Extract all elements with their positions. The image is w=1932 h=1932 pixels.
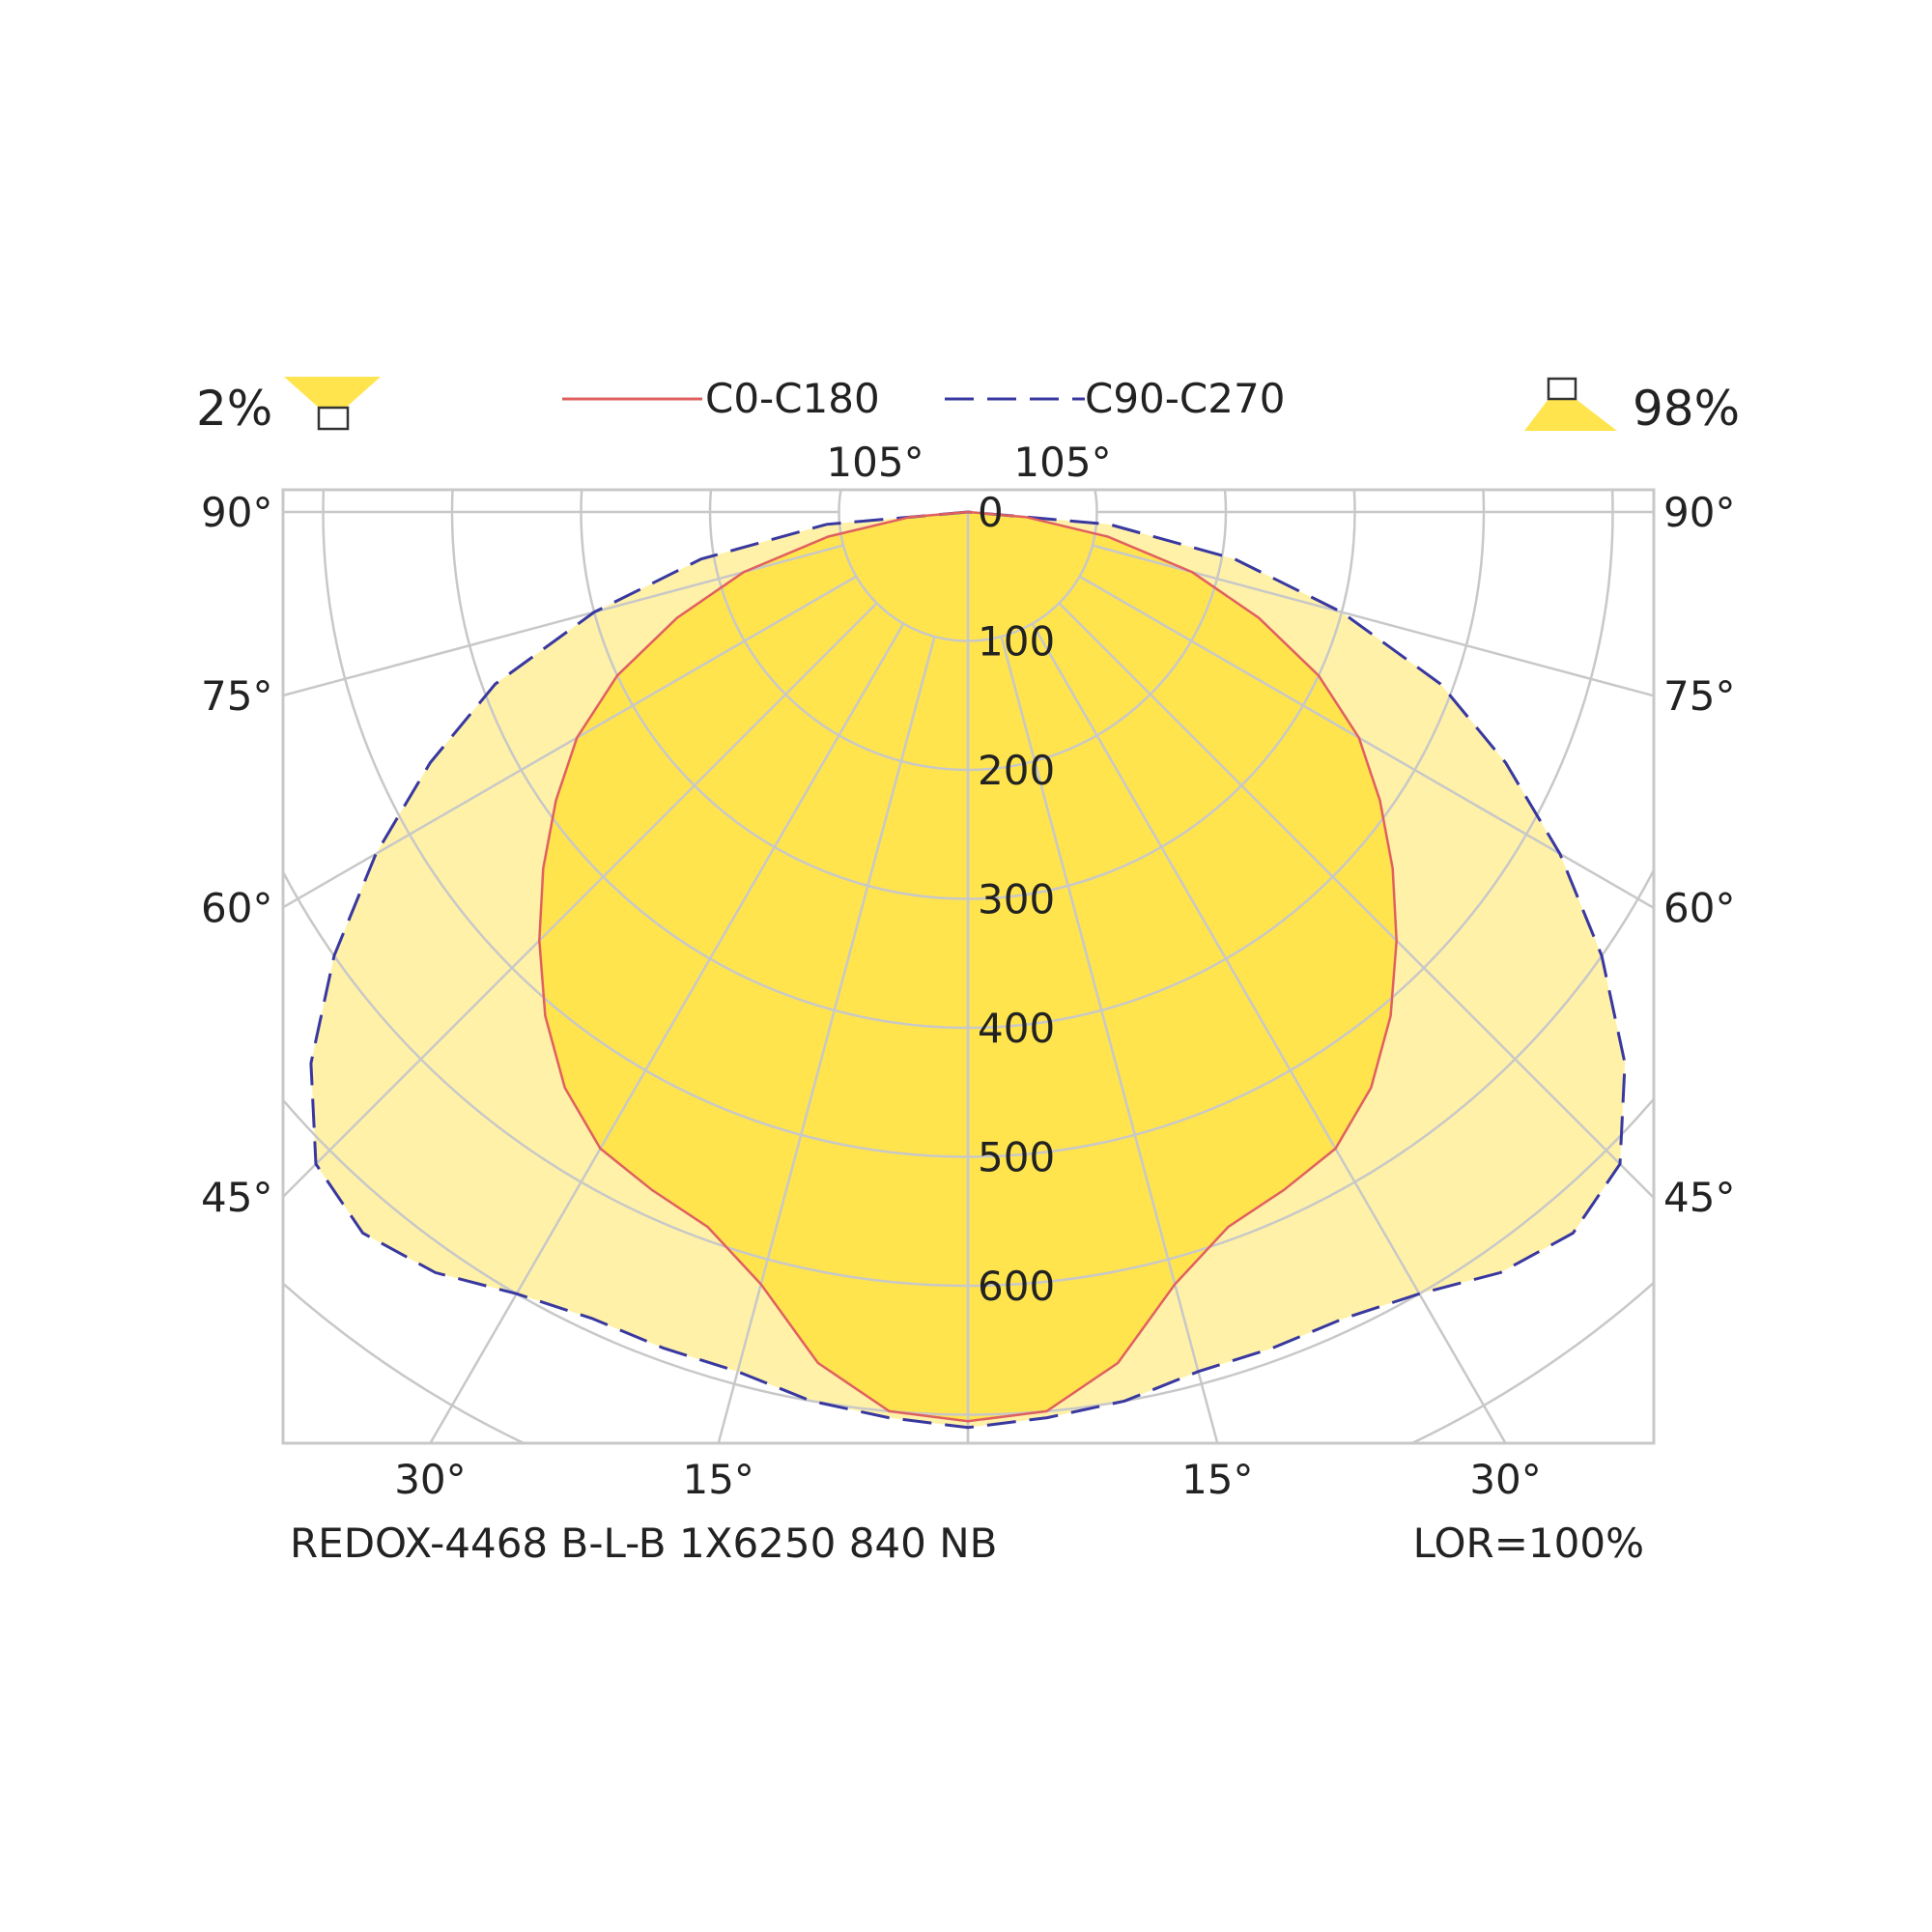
bottom-angle-label-left-30: 30° — [394, 1456, 466, 1503]
downward-luminaire-icon — [1547, 377, 1577, 401]
intensity-curves — [309, 510, 1627, 1430]
side-angle-label-right-90: 90° — [1663, 489, 1735, 536]
upward-luminaire-icon — [317, 406, 350, 431]
side-angle-label-left-60: 60° — [201, 884, 272, 931]
grid-spoke-105 — [1093, 162, 1932, 479]
radial-tick-label-200: 200 — [978, 747, 1055, 794]
upward-beam-icon — [284, 377, 381, 408]
top-angle-label-right: 105° — [1013, 439, 1111, 486]
legend-label-c90-c270: C90-C270 — [1085, 375, 1285, 422]
radial-tick-label-400: 400 — [978, 1005, 1055, 1052]
grid-spoke-315 — [283, 602, 878, 1199]
polar-plot-area — [0, 0, 1932, 1443]
downward-beam-icon — [1524, 399, 1617, 431]
bottom-angle-labels: 30° 15° 15° 30° — [394, 1456, 1542, 1503]
series-line-c0-c180 — [538, 510, 1398, 1423]
top-angle-label-left: 105° — [826, 439, 923, 486]
legend-label-c0-c180: C0-C180 — [705, 375, 880, 422]
radial-tick-labels: 0 100 200 300 400 500 600 — [978, 489, 1055, 1310]
side-angle-label-right-45: 45° — [1663, 1174, 1735, 1221]
downward-ratio-value: 98% — [1633, 381, 1740, 437]
product-name: REDOX-4468 B-L-B 1X6250 840 NB — [290, 1520, 997, 1567]
polar-grid — [0, 0, 1932, 1443]
grid-spoke-210 — [292, 0, 903, 400]
grid-spoke-255 — [0, 162, 843, 479]
bottom-angle-label-right-15: 15° — [1181, 1456, 1253, 1503]
grid-spoke-165 — [1002, 0, 1319, 387]
grid-spoke-345 — [717, 636, 936, 1443]
legend: C0-C180 C90-C270 — [562, 375, 1285, 422]
side-angle-label-left-45: 45° — [201, 1174, 272, 1221]
grid-spoke-285 — [283, 544, 844, 697]
lor-value: LOR=100% — [1413, 1520, 1644, 1567]
series-line-c90-c270 — [309, 510, 1627, 1430]
grid-spoke-150 — [1033, 0, 1644, 400]
radial-tick-label-500: 500 — [978, 1134, 1055, 1181]
grid-spoke-225 — [12, 0, 877, 421]
grid-spoke-45 — [1058, 602, 1654, 1200]
grid-spoke-135 — [1059, 0, 1924, 421]
radial-tick-label-0: 0 — [978, 489, 1004, 536]
side-angle-label-left-90: 90° — [201, 489, 272, 536]
bottom-angle-label-left-15: 15° — [682, 1456, 753, 1503]
side-angle-label-right-60: 60° — [1663, 884, 1735, 931]
grid-spoke-75 — [1092, 544, 1654, 697]
bottom-angle-label-right-30: 30° — [1469, 1456, 1541, 1503]
side-angle-label-left-75: 75° — [201, 672, 272, 720]
grid-spoke-30 — [1031, 622, 1508, 1443]
grid-spoke-330 — [428, 622, 905, 1443]
side-angle-label-right-75: 75° — [1663, 672, 1735, 720]
side-angle-labels: 90° 90° 75° 75° 60° 60° 45° 45° — [201, 489, 1735, 1221]
upward-light-indicator: 2% — [196, 377, 381, 437]
grid-spoke-195 — [618, 0, 935, 387]
downward-light-indicator: 98% — [1524, 377, 1740, 437]
radial-tick-label-600: 600 — [978, 1263, 1055, 1310]
grid-spoke-60 — [1078, 575, 1654, 910]
grid-spoke-300 — [283, 575, 858, 909]
radial-tick-label-100: 100 — [978, 618, 1055, 666]
radial-tick-label-300: 300 — [978, 876, 1055, 923]
grid-spoke-15 — [1000, 636, 1219, 1443]
upward-ratio-value: 2% — [196, 381, 272, 437]
